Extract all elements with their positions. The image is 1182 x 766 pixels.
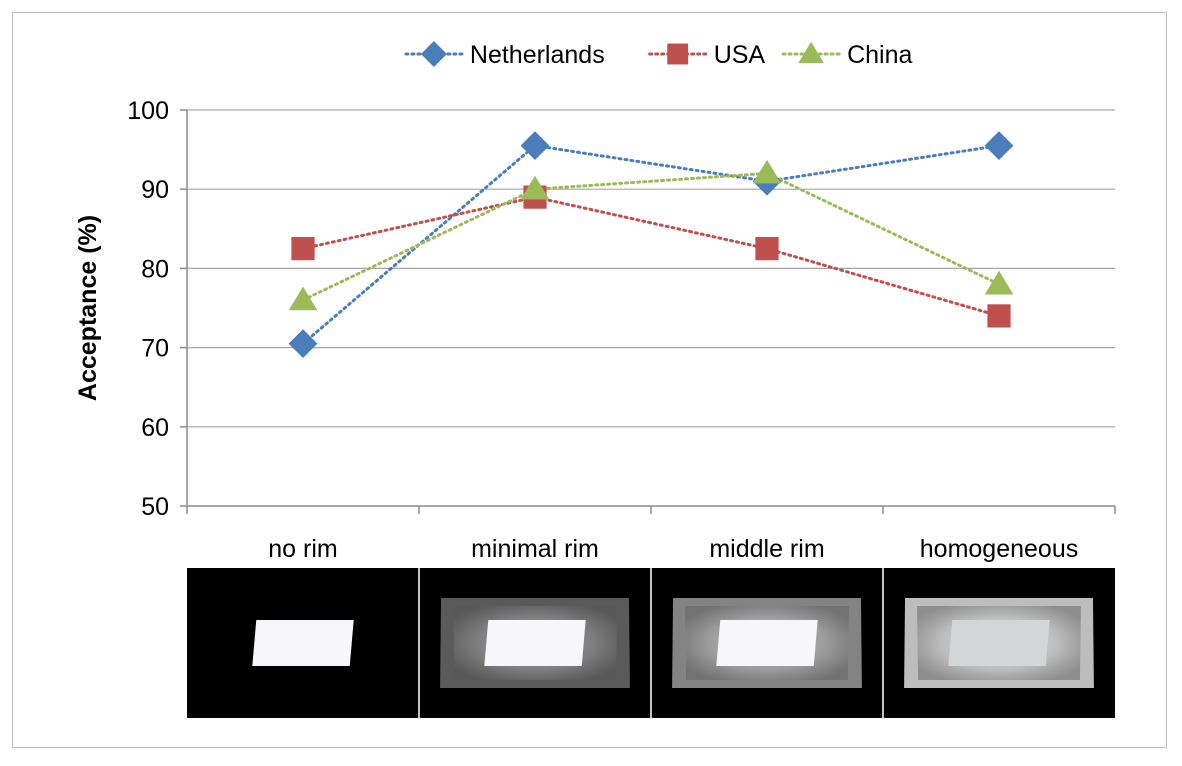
y-tick-labels: 50 60 70 80 90 100 [127,97,169,521]
point-china [288,286,318,311]
series-line-usa [301,195,1001,318]
category-label: minimal rim [471,535,599,563]
series-lines [301,144,1001,346]
photo-panel [650,568,883,718]
category-label: middle rim [709,535,824,563]
photo-panel [882,568,1115,718]
legend-marker-netherlands [420,41,447,67]
legend-label-usa: USA [714,41,766,69]
series-line-china [301,171,1001,302]
y-axis-label: Acceptance (%) [74,215,102,401]
series-line-netherlands [301,144,1001,346]
legend: Netherlands USA China [404,41,913,69]
point-netherlands [288,329,318,359]
point-china [984,270,1014,295]
y-tick-label: 80 [141,255,169,283]
axes [180,109,1116,514]
point-usa [291,237,315,261]
point-netherlands [520,131,550,161]
y-tick-label: 50 [141,493,169,521]
legend-label-netherlands: Netherlands [470,41,605,69]
series-markers [288,131,1014,359]
y-tick-label: 70 [141,335,169,363]
point-china [752,159,782,184]
photo-panel [187,568,419,718]
legend-marker-china [798,41,824,64]
y-tick-label: 90 [141,176,169,204]
category-label: no rim [268,535,337,563]
category-label: homogeneous [920,535,1078,563]
y-tick-label: 60 [141,414,169,442]
legend-label-china: China [847,41,912,69]
point-usa [755,237,779,261]
point-netherlands [984,131,1014,161]
point-china [520,175,550,200]
photo-strip [187,568,1115,718]
photo-panel [418,568,651,718]
legend-marker-usa [667,43,689,65]
category-labels: no rim minimal rim middle rim homogeneous [268,535,1078,563]
y-tick-label: 100 [127,97,169,125]
grid-lines [187,109,1115,428]
point-usa [987,304,1011,328]
